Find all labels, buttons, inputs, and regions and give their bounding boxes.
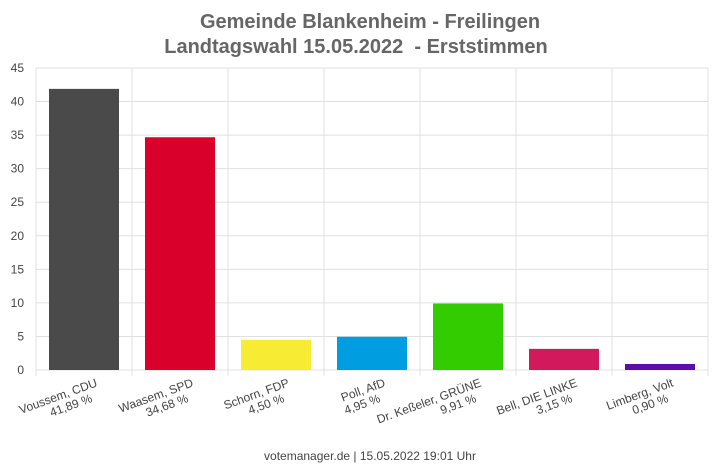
bar bbox=[337, 336, 407, 370]
chart-title: Gemeinde Blankenheim - Freilingen bbox=[200, 11, 540, 33]
y-tick-label: 0 bbox=[17, 363, 24, 377]
y-tick-label: 25 bbox=[11, 195, 25, 209]
footer: votemanager.de | 15.05.2022 19:01 Uhr bbox=[264, 449, 476, 463]
y-tick-label: 35 bbox=[11, 128, 25, 142]
bar bbox=[49, 88, 119, 371]
bar bbox=[529, 348, 599, 370]
chart-subtitle: Landtagswahl 15.05.2022 - Erststimmen bbox=[164, 36, 548, 58]
y-tick-label: 15 bbox=[11, 262, 25, 276]
bar bbox=[625, 363, 695, 370]
y-tick-label: 45 bbox=[11, 61, 25, 75]
bar bbox=[241, 339, 311, 370]
y-tick-label: 20 bbox=[11, 229, 25, 243]
y-tick-label: 10 bbox=[11, 296, 25, 310]
bar bbox=[433, 303, 503, 370]
bar bbox=[145, 137, 215, 370]
y-tick-label: 40 bbox=[11, 95, 25, 109]
y-tick-label: 30 bbox=[11, 162, 25, 176]
y-tick-label: 5 bbox=[17, 329, 24, 343]
